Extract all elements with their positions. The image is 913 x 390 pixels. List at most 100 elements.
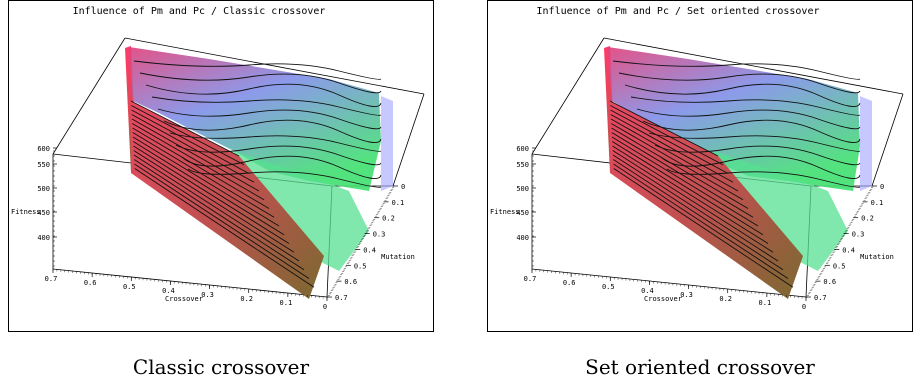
- contour-line: [145, 83, 382, 108]
- contour-line: [132, 132, 275, 218]
- contour-line: [151, 96, 382, 116]
- z-tick-label: 450: [516, 209, 529, 217]
- contour-line: [666, 168, 861, 188]
- y-tick-label: 0.3: [373, 231, 386, 239]
- contour-line: [610, 118, 739, 192]
- x-tick-label: 0.2: [719, 295, 732, 303]
- contour-line: [131, 114, 255, 183]
- x-tick-label: 0.7: [45, 275, 58, 283]
- z-tick-label: 400: [37, 234, 50, 242]
- contour-line: [618, 72, 861, 94]
- y-tick-label: 0.1: [392, 199, 405, 207]
- caption-set-oriented: Set oriented crossover: [585, 355, 815, 379]
- x-axis-label: Crossover: [644, 295, 682, 303]
- contour-line: [132, 127, 270, 209]
- y-axis-label: Mutation: [381, 253, 415, 261]
- x-tick-label: 0.1: [759, 299, 772, 307]
- x-tick-label: 0.3: [680, 291, 693, 299]
- contour-line: [133, 145, 290, 244]
- x-tick-label: 0.4: [162, 287, 175, 295]
- x-tick-label: 0.2: [240, 295, 253, 303]
- caption-classic: Classic crossover: [132, 355, 310, 379]
- x-tick-label: 0.1: [280, 299, 293, 307]
- z-axis-label: Fitness: [11, 208, 41, 216]
- contour-line: [630, 96, 861, 116]
- contour-line: [613, 163, 789, 279]
- surface-top: [129, 47, 381, 191]
- contour-line: [610, 114, 734, 183]
- y-tick-label: 0: [880, 183, 884, 191]
- surface-plot-classic: Influence of Pm and Pc / Classic crossov…: [11, 6, 425, 311]
- y-tick-label: 0.2: [382, 215, 395, 223]
- y-tick-label: 0.6: [344, 278, 357, 286]
- z-tick-label: 600: [37, 145, 50, 153]
- x-tick-label: 0.7: [524, 275, 537, 283]
- z-tick-label: 450: [37, 209, 50, 217]
- y-tick-label: 0.4: [363, 246, 376, 254]
- contour-line: [131, 109, 250, 174]
- contour-line: [139, 72, 382, 94]
- contour-line: [609, 100, 719, 157]
- y-tick-label: 0.3: [852, 231, 865, 239]
- contour-line: [642, 119, 861, 144]
- contour-line: [133, 154, 300, 262]
- contour-line: [134, 168, 315, 288]
- z-tick-label: 500: [516, 185, 529, 193]
- contour-line: [612, 154, 779, 262]
- box-edge: [871, 93, 904, 187]
- x-tick-label: 0.5: [123, 283, 136, 291]
- x-tick-label: 0.5: [602, 283, 615, 291]
- contour-line: [613, 159, 784, 271]
- y-tick-label: 0.7: [335, 294, 348, 302]
- contour-line: [132, 136, 280, 227]
- contour-line: [654, 144, 861, 166]
- chart-title: Influence of Pm and Pc / Set oriented cr…: [537, 6, 820, 17]
- contour-line: [131, 105, 245, 166]
- y-tick-label: 0.2: [861, 215, 874, 223]
- box-edge: [124, 37, 425, 95]
- contour-line: [612, 141, 764, 236]
- contour-line: [636, 108, 861, 130]
- contour-line: [624, 83, 861, 108]
- contour-line: [130, 100, 240, 157]
- contour-line: [611, 127, 749, 209]
- contour-line: [133, 60, 382, 80]
- z-tick-label: 400: [516, 234, 529, 242]
- surface-side: [860, 96, 872, 191]
- contour-line: [163, 119, 382, 144]
- contour-line: [134, 163, 310, 279]
- z-tick-label: 550: [37, 161, 50, 169]
- x-axis-label: Crossover: [165, 295, 203, 303]
- z-tick-label: 500: [37, 185, 50, 193]
- surface-low-region: [713, 151, 848, 271]
- y-tick-label: 0.7: [814, 294, 827, 302]
- contour-line: [175, 144, 382, 166]
- contour-line: [132, 123, 265, 201]
- box-edge: [392, 93, 425, 187]
- box-edge: [531, 37, 605, 155]
- contour-line: [611, 136, 759, 227]
- x-tick-label: 0.3: [201, 291, 214, 299]
- surface-plot-set-oriented: Influence of Pm and Pc / Set oriented cr…: [490, 6, 904, 311]
- contour-line: [133, 150, 295, 253]
- contour-line: [169, 132, 382, 152]
- surface-low-region: [234, 151, 369, 271]
- contour-line: [611, 123, 744, 201]
- contour-line: [131, 118, 260, 192]
- contour-line: [133, 141, 285, 236]
- contour-line: [157, 108, 382, 130]
- surface-side: [381, 96, 393, 191]
- chart-title: Influence of Pm and Pc / Classic crossov…: [73, 6, 326, 17]
- chart-panel-set-oriented: Influence of Pm and Pc / Set oriented cr…: [487, 0, 913, 332]
- x-tick-label: 0: [323, 303, 327, 311]
- contour-line: [611, 132, 754, 218]
- x-tick-label: 0.6: [563, 279, 576, 287]
- box-edge: [52, 37, 126, 155]
- y-tick-label: 0.1: [871, 199, 884, 207]
- z-tick-label: 600: [516, 145, 529, 153]
- chart-panel-classic: Influence of Pm and Pc / Classic crossov…: [8, 0, 434, 332]
- contour-line: [660, 155, 861, 180]
- z-axis-label: Fitness: [490, 208, 520, 216]
- y-tick-label: 0.6: [823, 278, 836, 286]
- contour-line: [612, 150, 774, 253]
